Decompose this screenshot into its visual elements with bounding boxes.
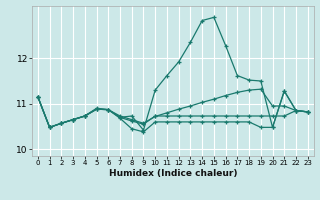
X-axis label: Humidex (Indice chaleur): Humidex (Indice chaleur) <box>108 169 237 178</box>
